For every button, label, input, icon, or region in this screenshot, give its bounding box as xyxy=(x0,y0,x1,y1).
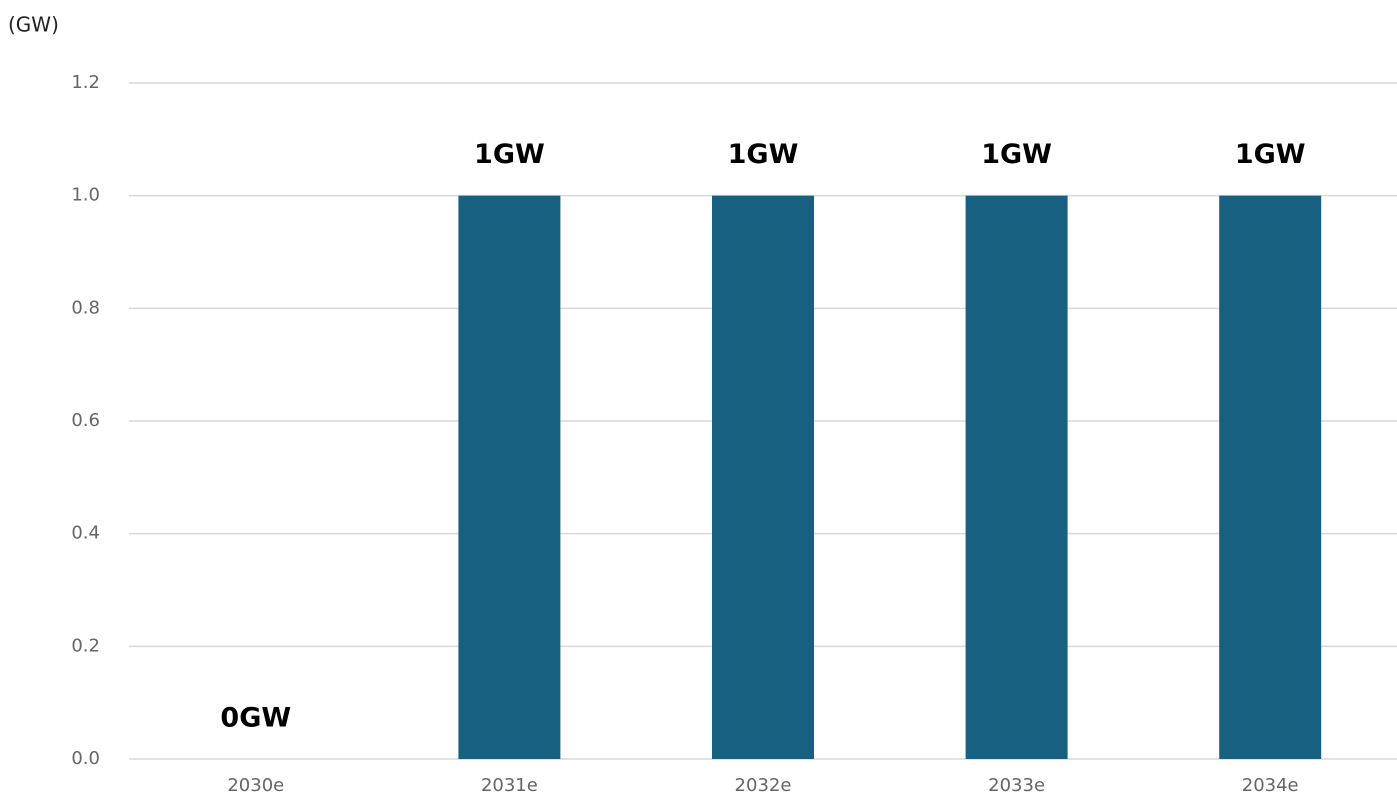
bar xyxy=(965,195,1068,759)
value-label: 1GW xyxy=(474,139,545,170)
value-label: 1GW xyxy=(728,139,799,170)
y-tick-label: 1.0 xyxy=(71,185,100,206)
bar xyxy=(712,195,814,759)
bar xyxy=(458,195,561,759)
y-tick-label: 0.6 xyxy=(71,410,100,431)
x-tick-label: 2034e xyxy=(1242,775,1299,796)
x-tick-label: 2031e xyxy=(481,775,538,796)
y-axis-label: (GW) xyxy=(8,13,59,37)
value-label: 0GW xyxy=(220,703,291,734)
value-label: 1GW xyxy=(1235,139,1306,170)
y-tick-label: 0.0 xyxy=(71,748,100,769)
y-tick-label: 0.4 xyxy=(71,523,100,544)
y-tick-label: 0.2 xyxy=(71,635,100,656)
bar xyxy=(1219,195,1322,759)
x-tick-label: 2030e xyxy=(227,775,284,796)
y-tick-label: 0.8 xyxy=(71,297,100,318)
x-tick-label: 2032e xyxy=(735,775,792,796)
value-label: 1GW xyxy=(981,139,1052,170)
x-tick-label: 2033e xyxy=(988,775,1045,796)
y-tick-label: 1.2 xyxy=(71,72,100,93)
